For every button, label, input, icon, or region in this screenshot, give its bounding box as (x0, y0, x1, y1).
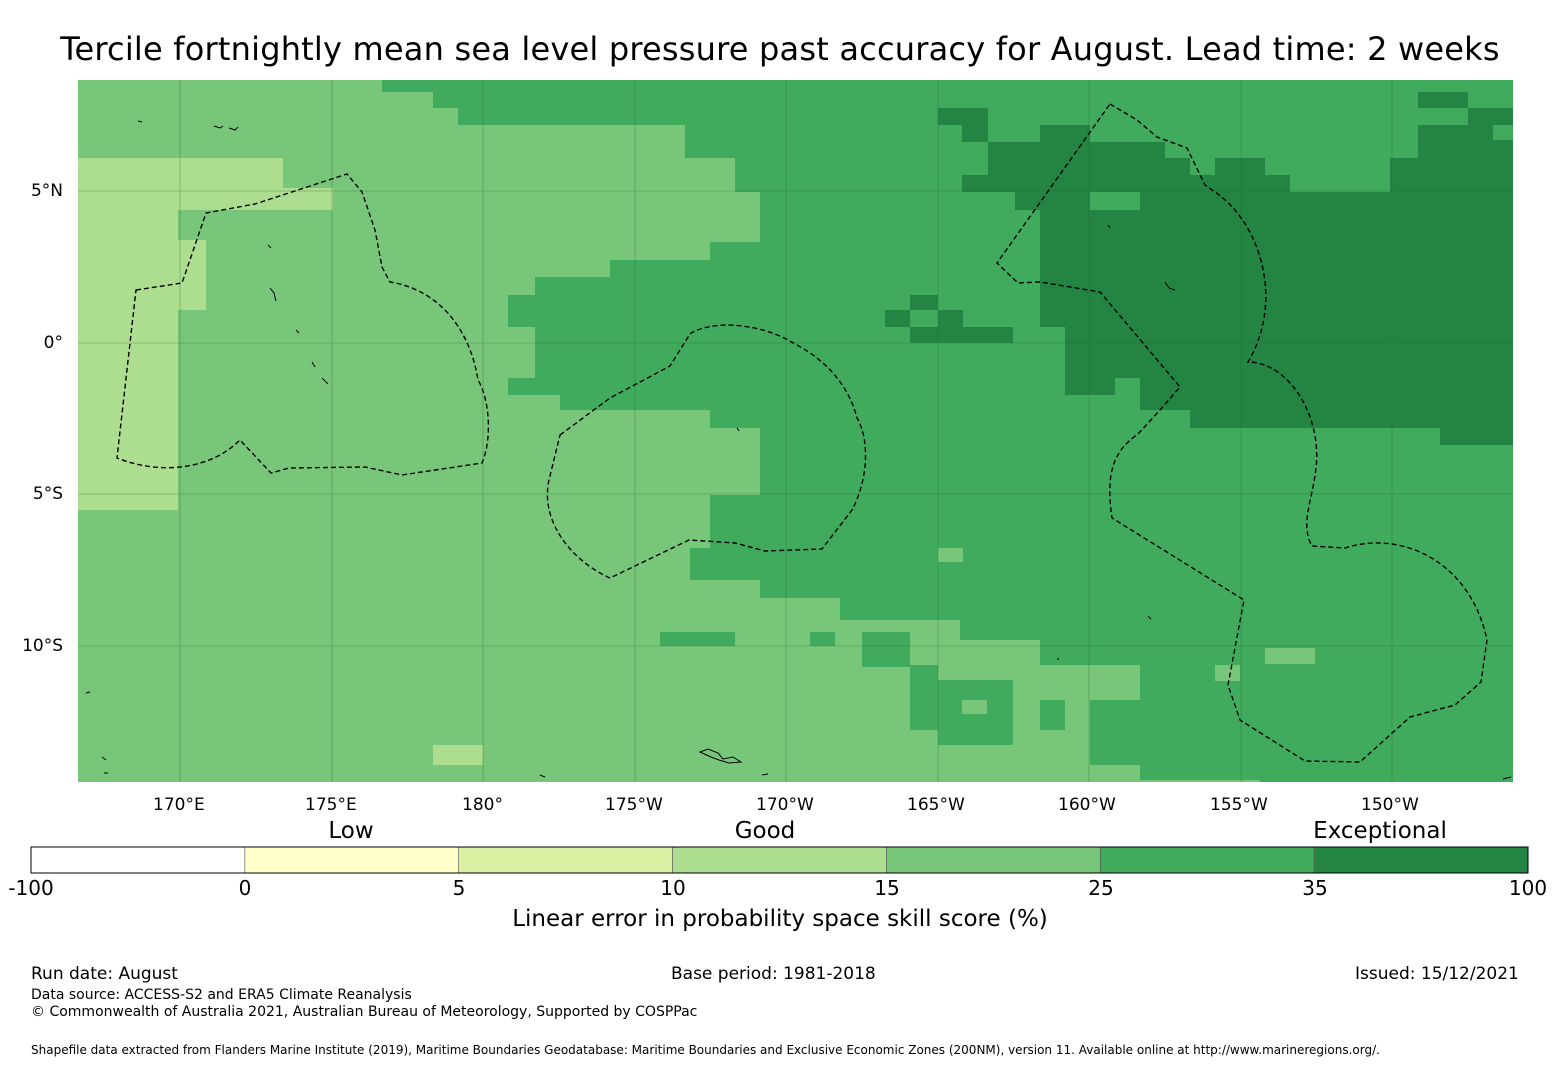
base-period: Base period: 1981-2018 (671, 964, 876, 984)
lon-tick: 165°W (907, 795, 965, 815)
colorbar-segment (672, 846, 887, 874)
lon-tick: 175°E (305, 795, 357, 815)
lat-tick: 5°N (30, 181, 63, 201)
lon-tick: 175°W (605, 795, 663, 815)
colorbar-tick: 0 (238, 876, 252, 900)
colorbar-tick: 10 (660, 876, 686, 900)
lon-tick: 170°W (756, 795, 814, 815)
colorbar-border (30, 846, 1529, 874)
colorbar-segment (1313, 846, 1529, 874)
copyright: © Commonwealth of Australia 2021, Austra… (31, 1004, 698, 1020)
colorbar-tick: 35 (1302, 876, 1328, 900)
lon-tick: 160°W (1058, 795, 1116, 815)
colorbar-label: Linear error in probability space skill … (512, 906, 1048, 932)
lat-tick: 10°S (22, 636, 63, 656)
issued-date: Issued: 15/12/2021 (1355, 964, 1519, 984)
colorbar-segment (458, 846, 673, 874)
colorbar-category-good: Good (734, 818, 796, 844)
colorbar-tick: 25 (1088, 876, 1114, 900)
lon-tick: 170°E (153, 795, 205, 815)
map-title: Tercile fortnightly mean sea level press… (60, 30, 1500, 68)
colorbar-segment (30, 846, 246, 874)
colorbar-segment (244, 846, 460, 874)
colorbar-category-exceptional: Exceptional (1313, 818, 1447, 844)
run-date: Run date: August (31, 964, 178, 984)
colorbar-segment (1099, 846, 1315, 874)
colorbar-tick: 5 (452, 876, 466, 900)
skill-field (78, 80, 1513, 782)
map-gridlines (78, 80, 1513, 782)
colorbar-segment (886, 846, 1101, 874)
lat-tick: 5°S (32, 484, 63, 504)
shapefile-credit: Shapefile data extracted from Flanders M… (31, 1043, 1380, 1057)
colorbar-tick: 100 (1508, 876, 1548, 900)
colorbar-tick: -100 (8, 876, 54, 900)
colorbar-tick: 15 (874, 876, 900, 900)
colorbar-category-low: Low (328, 818, 374, 844)
island-coastlines (85, 120, 1512, 780)
lat-tick: 0° (43, 333, 63, 353)
lon-tick: 150°W (1361, 795, 1419, 815)
eez-boundaries (116, 103, 1488, 763)
lon-tick: 155°W (1210, 795, 1268, 815)
data-source: Data source: ACCESS-S2 and ERA5 Climate … (31, 987, 412, 1003)
lon-tick: 180° (462, 795, 503, 815)
colorbar (30, 846, 1529, 874)
